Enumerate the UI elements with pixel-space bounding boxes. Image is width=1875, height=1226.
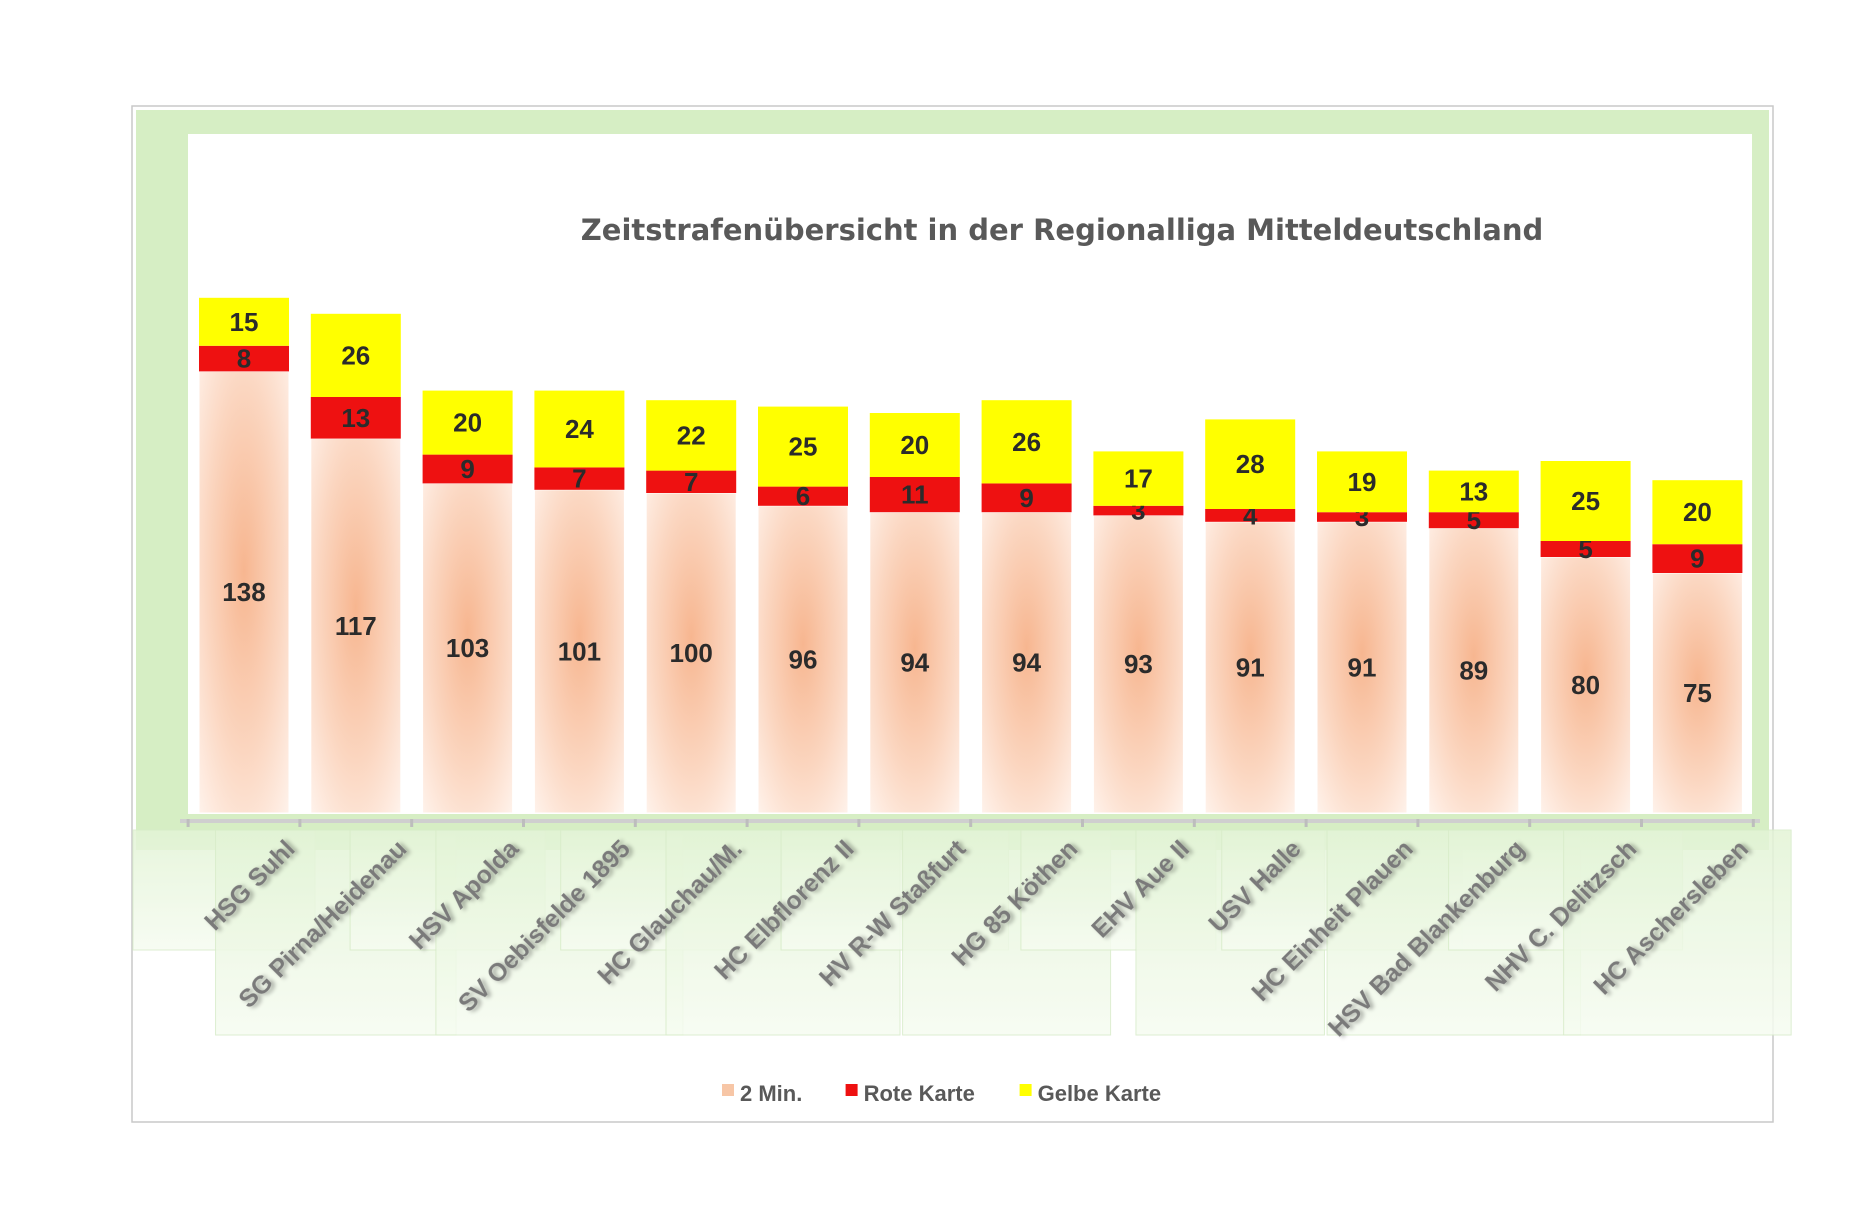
- data-label-rote-karte-hc-elbflorenz-ii: 6: [796, 481, 810, 511]
- bar-rote-karte-hsv-apolda: [422, 454, 513, 484]
- bar-rote-karte-usv-halle: [1205, 509, 1296, 522]
- legend-label-gelbe-karte: Gelbe Karte: [1038, 1081, 1162, 1106]
- bar-2-min-sv-oebisfelde-1895: [533, 489, 625, 814]
- bar-rote-karte-ehv-aue-ii: [1093, 505, 1184, 516]
- legend-label-2-min: 2 Min.: [740, 1081, 802, 1106]
- data-label-rote-karte-hsv-apolda: 9: [460, 454, 474, 484]
- legend-label-rote-karte: Rote Karte: [864, 1081, 975, 1106]
- data-label-gelbe-karte-sg-pirna-heidenau: 26: [341, 340, 370, 370]
- data-label-2-min-hc-elbflorenz-ii: 96: [789, 644, 818, 674]
- bars: 138 8 15 117 13 26 103 9 20 101 7 24 100 7 22 96 6 25 94 11…: [198, 297, 1743, 814]
- x-axis: [180, 819, 1760, 827]
- bar-2-min-hc-glauchau-m: [645, 492, 737, 814]
- data-label-2-min-hv-r-w-sta-furt: 94: [900, 648, 929, 678]
- data-label-gelbe-karte-usv-halle: 28: [1236, 449, 1265, 479]
- bar-2-min-ehv-aue-ii: [1092, 514, 1184, 814]
- bar-gelbe-karte-nhv-c-delitzsch: [1540, 461, 1631, 541]
- bar-rote-karte-nhv-c-delitzsch: [1540, 541, 1631, 557]
- bar-gelbe-karte-hc-aschersleben: [1652, 480, 1743, 545]
- data-label-gelbe-karte-hc-einheit-plauen: 19: [1348, 467, 1377, 497]
- bar-gelbe-karte-ehv-aue-ii: [1093, 451, 1184, 506]
- bar-rote-karte-hc-aschersleben: [1652, 544, 1743, 573]
- chart-title: Zeitstrafenübersicht in der Regionalliga…: [581, 213, 1543, 247]
- category-label-box-hc-aschersleben: [1563, 829, 1792, 1036]
- data-label-rote-karte-hc-aschersleben: 9: [1690, 544, 1704, 574]
- data-label-rote-karte-hv-r-w-sta-furt: 11: [901, 480, 929, 510]
- data-label-gelbe-karte-ehv-aue-ii: 17: [1124, 464, 1153, 494]
- legend-swatch-2-min: [722, 1084, 734, 1096]
- bar-gelbe-karte-sg-pirna-heidenau: [310, 313, 401, 397]
- bar-gelbe-karte-usv-halle: [1205, 419, 1296, 509]
- bar-rote-karte-hsv-bad-blankenburg: [1428, 512, 1519, 529]
- bar-2-min-hsv-apolda: [422, 482, 514, 814]
- bar-2-min-hc-einheit-plauen: [1316, 521, 1408, 814]
- bar-gelbe-karte-hc-einheit-plauen: [1317, 451, 1407, 513]
- bar-2-min-usv-halle: [1204, 521, 1296, 814]
- legend-swatch-rote-karte: [845, 1084, 858, 1096]
- data-label-rote-karte-hg-85-k-then: 9: [1019, 483, 1033, 513]
- data-label-2-min-sg-pirna-heidenau: 117: [335, 611, 377, 641]
- bar-rote-karte-hc-elbflorenz-ii: [758, 486, 848, 506]
- data-label-gelbe-karte-hv-r-w-sta-furt: 20: [900, 430, 929, 460]
- category-label-boxes: [132, 829, 1792, 1036]
- data-label-2-min-usv-halle: 91: [1236, 652, 1265, 682]
- data-label-gelbe-karte-hg-85-k-then: 26: [1012, 427, 1041, 457]
- data-label-gelbe-karte-hsv-apolda: 20: [453, 408, 482, 438]
- data-label-2-min-ehv-aue-ii: 93: [1124, 649, 1153, 679]
- data-label-2-min-hc-einheit-plauen: 91: [1348, 652, 1377, 682]
- data-label-2-min-hsg-suhl: 138: [222, 577, 265, 607]
- data-label-rote-karte-sv-oebisfelde-1895: 7: [572, 464, 586, 494]
- bar-rote-karte-hc-einheit-plauen: [1317, 512, 1407, 522]
- bar-rote-karte-hv-r-w-sta-furt: [869, 477, 960, 513]
- bar-2-min-hc-elbflorenz-ii: [757, 505, 849, 814]
- bar-2-min-sg-pirna-heidenau: [310, 438, 402, 814]
- bar-2-min-hc-aschersleben: [1651, 572, 1743, 814]
- bar-gelbe-karte-hc-glauchau-m: [646, 400, 737, 471]
- bar-gelbe-karte-sv-oebisfelde-1895: [534, 390, 625, 468]
- data-label-2-min-sv-oebisfelde-1895: 101: [558, 636, 601, 666]
- legend: 2 Min. Rote Karte Gelbe Karte: [722, 1081, 1161, 1106]
- data-label-2-min-hsv-bad-blankenburg: 89: [1459, 656, 1488, 686]
- data-label-rote-karte-nhv-c-delitzsch: 5: [1578, 534, 1592, 564]
- data-label-2-min-hc-aschersleben: 75: [1683, 678, 1712, 708]
- data-label-gelbe-karte-sv-oebisfelde-1895: 24: [565, 414, 594, 444]
- bar-gelbe-karte-hg-85-k-then: [981, 400, 1072, 484]
- data-label-gelbe-karte-nhv-c-delitzsch: 25: [1571, 486, 1600, 516]
- data-label-2-min-hsv-apolda: 103: [446, 633, 489, 663]
- data-label-gelbe-karte-hc-aschersleben: 20: [1683, 497, 1712, 527]
- data-label-gelbe-karte-hsv-bad-blankenburg: 13: [1459, 476, 1488, 506]
- data-label-rote-karte-hsg-suhl: 8: [237, 344, 251, 374]
- bar-rote-karte-sg-pirna-heidenau: [310, 397, 401, 439]
- bar-rote-karte-hc-glauchau-m: [646, 470, 737, 493]
- bar-gelbe-karte-hsv-apolda: [422, 390, 513, 455]
- bar-rote-karte-hsg-suhl: [199, 345, 289, 372]
- legend-swatch-gelbe-karte: [1019, 1084, 1032, 1096]
- bar-2-min-nhv-c-delitzsch: [1540, 556, 1632, 814]
- data-label-rote-karte-sg-pirna-heidenau: 13: [341, 403, 370, 433]
- data-label-gelbe-karte-hsg-suhl: 15: [230, 307, 259, 337]
- data-label-2-min-hc-glauchau-m: 100: [670, 638, 713, 668]
- bar-gelbe-karte-hv-r-w-sta-furt: [869, 413, 960, 477]
- data-label-rote-karte-hsv-bad-blankenburg: 5: [1467, 505, 1481, 535]
- bar-rote-karte-sv-oebisfelde-1895: [534, 467, 625, 490]
- bar-gelbe-karte-hc-elbflorenz-ii: [758, 406, 848, 487]
- bar-gelbe-karte-hsg-suhl: [199, 297, 289, 346]
- data-label-gelbe-karte-hc-elbflorenz-ii: 25: [789, 432, 818, 462]
- bar-rote-karte-hg-85-k-then: [981, 483, 1072, 513]
- data-label-2-min-hg-85-k-then: 94: [1012, 648, 1041, 678]
- bar-gelbe-karte-hsv-bad-blankenburg: [1428, 470, 1519, 513]
- data-label-gelbe-karte-hc-glauchau-m: 22: [677, 420, 706, 450]
- data-label-2-min-nhv-c-delitzsch: 80: [1571, 670, 1600, 700]
- bar-2-min-hsv-bad-blankenburg: [1428, 527, 1520, 814]
- bar-2-min-hsg-suhl: [198, 370, 290, 814]
- data-label-rote-karte-hc-glauchau-m: 7: [684, 467, 698, 497]
- bar-2-min-hv-r-w-sta-furt: [869, 511, 961, 814]
